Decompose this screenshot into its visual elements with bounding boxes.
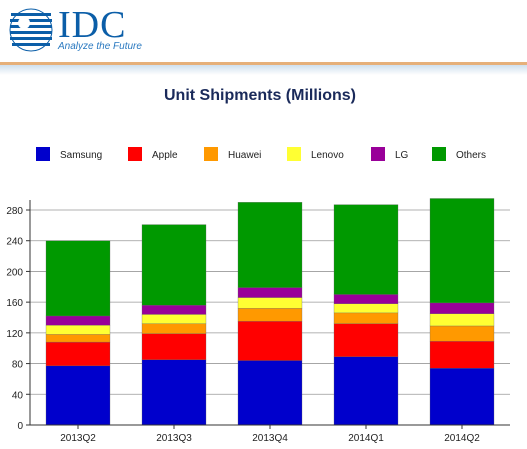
y-tick-label: 280	[6, 206, 23, 217]
bar-segment-lenovo	[333, 303, 399, 314]
legend-swatch-samsung	[36, 147, 50, 161]
y-tick-label: 120	[6, 329, 23, 340]
bar-segment-others	[237, 202, 303, 288]
legend-label-huawei: Huawei	[228, 150, 261, 161]
chart-legend: Samsung Apple Huawei Lenovo LG Others	[36, 147, 486, 161]
bar-segment-lg	[237, 287, 303, 298]
y-tick-label: 240	[6, 237, 23, 248]
chart: Unit Shipments (Millions) Samsung Apple Hu…	[6, 87, 510, 444]
header: IDC Analyze the Future	[0, 0, 527, 62]
bar-segment-apple	[237, 321, 303, 361]
chart-title: Unit Shipments (Millions)	[164, 87, 356, 104]
bar-segment-huawei	[333, 312, 399, 324]
bar-segment-lg	[45, 315, 111, 326]
bar-segment-samsung	[237, 360, 303, 426]
legend-swatch-lenovo	[287, 147, 301, 161]
bar-segment-samsung	[333, 356, 399, 426]
bar-segment-lg	[141, 305, 207, 315]
legend-swatch-huawei	[204, 147, 218, 161]
bar-segment-lg	[333, 294, 399, 304]
idc-logo: IDC Analyze the Future	[8, 5, 168, 59]
bar-segment-others	[333, 204, 399, 295]
bar-segment-samsung	[141, 359, 207, 426]
x-tick-label: 2013Q3	[156, 433, 192, 444]
bar-segment-lenovo	[141, 314, 207, 324]
header-divider	[0, 62, 527, 65]
y-tick-label: 0	[17, 421, 23, 432]
bar-segment-apple	[333, 323, 399, 357]
bar-segment-others	[429, 198, 495, 304]
legend-label-lenovo: Lenovo	[311, 150, 344, 161]
legend-swatch-lg	[371, 147, 385, 161]
y-tick-label: 80	[12, 360, 24, 371]
y-tick-label: 40	[12, 390, 24, 401]
y-tick-label: 200	[6, 267, 23, 278]
header-shade	[0, 65, 527, 75]
x-tick-label: 2013Q2	[60, 433, 96, 444]
y-tick-label: 160	[6, 298, 23, 309]
bar-segment-huawei	[429, 325, 495, 342]
legend-label-lg: LG	[395, 150, 409, 161]
bar-segment-lg	[429, 302, 495, 314]
legend-label-apple: Apple	[152, 150, 178, 161]
legend-label-others: Others	[456, 150, 486, 161]
x-tick-label: 2013Q4	[252, 433, 288, 444]
axes: 0 40 80 120 160 200 240 280 2013Q2 2013Q3 2013Q4 20…	[6, 200, 510, 444]
legend-swatch-others	[432, 147, 446, 161]
bar-segment-samsung	[429, 368, 495, 426]
bar-segment-apple	[45, 341, 111, 367]
bar-segment-huawei	[141, 323, 207, 334]
legend-swatch-apple	[128, 147, 142, 161]
bar-segment-apple	[141, 333, 207, 360]
bars	[45, 198, 495, 426]
logo-wordmark: IDC	[58, 4, 127, 46]
bar-segment-huawei	[237, 308, 303, 322]
legend-label-samsung: Samsung	[60, 150, 102, 161]
bar-segment-samsung	[45, 365, 111, 426]
x-tick-label: 2014Q2	[444, 433, 480, 444]
bar-segment-others	[141, 224, 207, 306]
globe-icon	[9, 8, 53, 52]
bar-segment-huawei	[45, 334, 111, 343]
bar-segment-lenovo	[237, 297, 303, 309]
bar-segment-others	[45, 240, 111, 317]
bar-segment-apple	[429, 341, 495, 369]
logo-tagline: Analyze the Future	[58, 41, 142, 52]
x-tick-label: 2014Q1	[348, 433, 384, 444]
bar-segment-lenovo	[429, 313, 495, 327]
bar-segment-lenovo	[45, 325, 111, 335]
